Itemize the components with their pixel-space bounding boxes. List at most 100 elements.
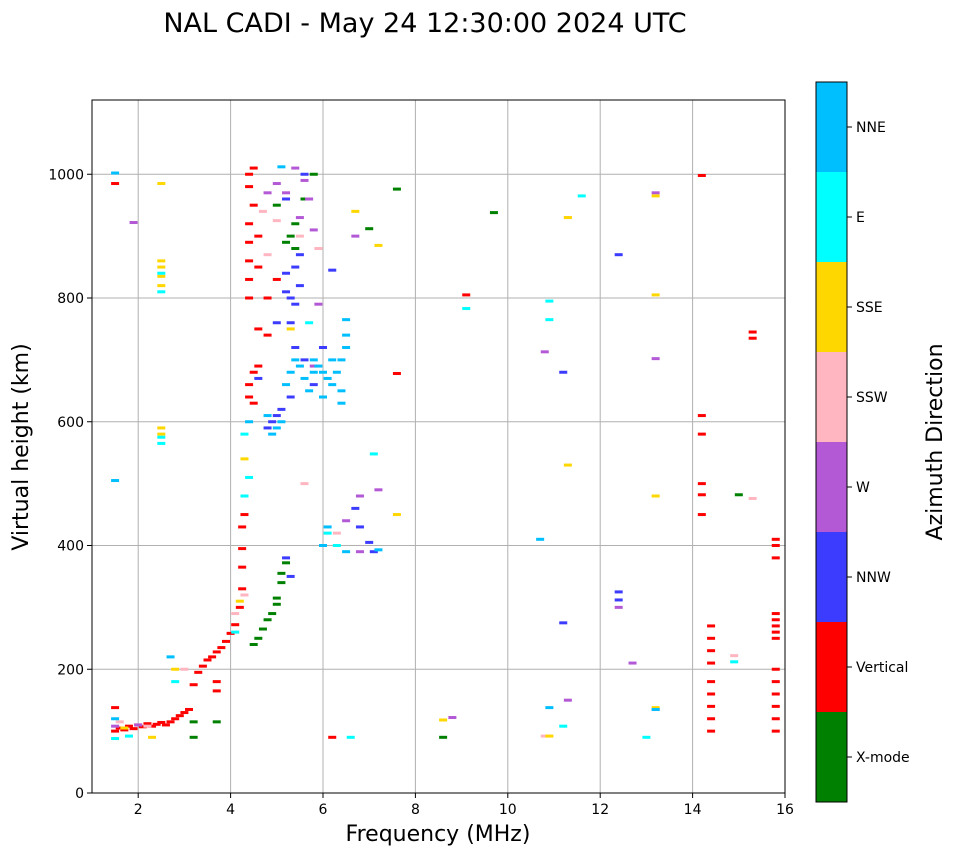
data-point-vertical bbox=[203, 658, 212, 662]
data-point-nnw bbox=[286, 574, 295, 578]
data-point-vertical bbox=[748, 336, 757, 340]
data-point-w bbox=[628, 661, 637, 665]
data-point-vertical bbox=[138, 725, 147, 729]
data-point-nnw bbox=[355, 525, 364, 529]
x-tick-label: 14 bbox=[684, 802, 702, 818]
data-point-nnw bbox=[319, 346, 327, 349]
data-point-sse bbox=[351, 209, 360, 213]
data-point-w bbox=[563, 698, 572, 702]
data-point-nnw bbox=[369, 550, 378, 554]
data-point-nne bbox=[651, 707, 660, 711]
data-point-vertical bbox=[245, 395, 254, 399]
data-point-sse bbox=[157, 182, 166, 186]
data-point-e bbox=[157, 290, 166, 294]
data-point-vertical bbox=[771, 612, 780, 616]
data-point-vertical bbox=[771, 544, 780, 547]
data-point-x-mode bbox=[286, 234, 295, 238]
data-point-nnw bbox=[614, 598, 623, 602]
data-point-x-mode bbox=[258, 627, 267, 631]
data-point-nnw bbox=[291, 265, 300, 269]
data-point-vertical bbox=[245, 240, 254, 244]
data-point-nne bbox=[111, 717, 120, 721]
data-point-vertical bbox=[697, 173, 706, 177]
data-point-vertical bbox=[254, 265, 263, 269]
data-point-sse bbox=[563, 463, 572, 467]
data-point-vertical bbox=[272, 277, 281, 281]
data-point-nne bbox=[282, 383, 291, 387]
x-tick-label: 6 bbox=[319, 802, 328, 818]
data-point-e bbox=[346, 735, 355, 739]
data-point-vertical bbox=[462, 293, 471, 297]
data-point-nne bbox=[342, 318, 351, 322]
data-point-sse bbox=[171, 667, 180, 671]
data-point-e bbox=[332, 544, 341, 547]
data-point-nne bbox=[536, 537, 545, 541]
data-point-vertical bbox=[707, 649, 716, 653]
colorbar-label: X-mode bbox=[856, 750, 910, 766]
data-point-x-mode bbox=[282, 561, 291, 565]
data-point-x-mode bbox=[189, 720, 198, 724]
data-point-vertical bbox=[238, 525, 247, 529]
data-point-sse bbox=[651, 494, 660, 498]
data-point-vertical bbox=[249, 401, 258, 405]
data-point-vertical bbox=[771, 618, 780, 622]
data-point-ssw bbox=[263, 253, 272, 257]
colorbar-segment bbox=[816, 352, 847, 442]
data-point-ssw bbox=[748, 496, 757, 500]
data-point-vertical bbox=[697, 493, 706, 497]
colorbar-segment bbox=[816, 82, 847, 172]
data-point-w bbox=[295, 216, 304, 220]
data-points bbox=[111, 165, 780, 741]
data-point-nne bbox=[295, 364, 304, 368]
data-point-nne bbox=[337, 401, 346, 405]
data-point-w bbox=[272, 182, 281, 186]
data-point-nne bbox=[319, 544, 327, 547]
data-point-w bbox=[111, 724, 120, 728]
data-point-nne bbox=[309, 358, 318, 362]
data-point-e bbox=[559, 724, 568, 728]
colorbar-label: W bbox=[856, 480, 870, 496]
colorbar-frame bbox=[815, 81, 848, 803]
y-tick-label: 600 bbox=[57, 415, 84, 431]
x-tick-label: 4 bbox=[226, 802, 235, 818]
data-point-nne bbox=[277, 420, 286, 424]
data-point-nnw bbox=[272, 414, 281, 418]
data-point-nnw bbox=[295, 253, 304, 257]
y-axis-label: Virtual height (km) bbox=[9, 343, 34, 550]
data-point-w bbox=[355, 550, 364, 554]
data-point-e bbox=[462, 307, 471, 311]
data-point-vertical bbox=[771, 624, 780, 628]
data-point-vertical bbox=[208, 655, 217, 659]
data-point-nnw bbox=[282, 290, 291, 294]
data-point-sse bbox=[148, 735, 157, 739]
data-point-e bbox=[369, 452, 378, 456]
data-point-vertical bbox=[152, 722, 161, 726]
data-point-vertical bbox=[175, 714, 184, 718]
data-point-nne bbox=[323, 525, 332, 529]
data-point-vertical bbox=[148, 724, 157, 728]
data-point-x-mode bbox=[309, 172, 318, 176]
data-point-sse bbox=[651, 293, 660, 297]
data-point-nne bbox=[309, 370, 318, 374]
data-point-nnw bbox=[282, 556, 291, 560]
data-point-vertical bbox=[697, 432, 706, 436]
data-point-nne bbox=[323, 376, 332, 380]
data-point-vertical bbox=[143, 722, 152, 726]
data-point-sse bbox=[651, 194, 660, 198]
data-point-vertical bbox=[238, 565, 247, 569]
data-point-vertical bbox=[231, 623, 240, 627]
data-point-vertical bbox=[263, 296, 272, 300]
data-point-ssw bbox=[300, 482, 309, 486]
data-point-vertical bbox=[707, 692, 716, 696]
data-point-vertical bbox=[254, 234, 263, 238]
data-point-nnw bbox=[559, 621, 568, 625]
data-point-vertical bbox=[771, 636, 780, 640]
data-point-vertical bbox=[707, 704, 716, 708]
data-point-sse bbox=[651, 706, 660, 710]
data-point-e bbox=[545, 318, 554, 322]
data-point-nne bbox=[111, 479, 120, 483]
data-point-vertical bbox=[707, 661, 716, 665]
data-point-w bbox=[263, 191, 272, 195]
y-tick-label: 1000 bbox=[48, 167, 84, 183]
data-point-vertical bbox=[185, 707, 194, 711]
